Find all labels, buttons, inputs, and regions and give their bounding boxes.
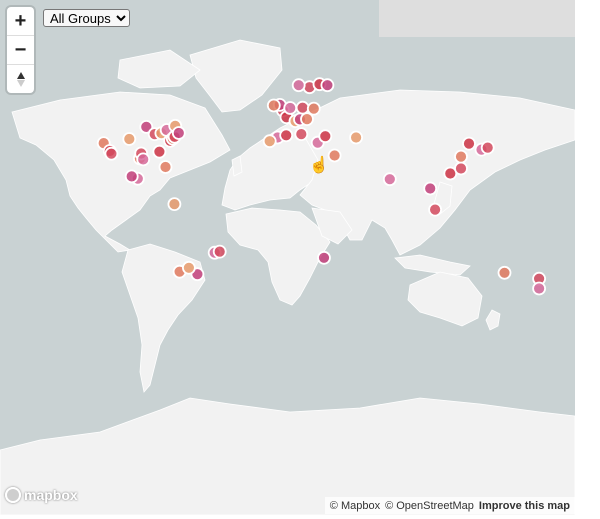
land-north-america: [11, 91, 231, 253]
map-marker[interactable]: [262, 134, 277, 149]
mapbox-logo[interactable]: mapbox: [5, 487, 78, 503]
map-marker[interactable]: [349, 130, 364, 145]
map-marker[interactable]: [317, 250, 331, 265]
map-marker[interactable]: [158, 160, 173, 174]
map-marker[interactable]: [167, 197, 182, 212]
zoom-out-button[interactable]: −: [7, 36, 34, 65]
map-marker[interactable]: [318, 129, 333, 144]
map-marker[interactable]: [423, 181, 438, 196]
land-arctic-islands: [117, 49, 201, 89]
map-marker[interactable]: [266, 98, 281, 113]
map-marker[interactable]: [454, 161, 468, 176]
land-layer: [0, 39, 575, 515]
group-filter-select[interactable]: All Groups: [43, 9, 130, 27]
compass-north-icon: [16, 71, 25, 79]
map-marker[interactable]: [181, 260, 196, 275]
hand-cursor-icon: ☝: [309, 157, 329, 174]
land-indonesia: [394, 254, 471, 276]
attribution-mapbox-link[interactable]: © Mapbox: [329, 499, 381, 512]
land-greenland: [189, 39, 283, 113]
map-marker[interactable]: [294, 127, 309, 142]
land-asia: [294, 89, 575, 256]
map-overlay-panel: [379, 0, 575, 37]
map-marker[interactable]: [532, 281, 546, 296]
world-map[interactable]: [0, 0, 575, 515]
map-marker[interactable]: [283, 101, 298, 115]
land-africa: [225, 207, 331, 306]
compass-south-icon: [16, 79, 25, 87]
land-uk: [231, 155, 243, 177]
map-marker[interactable]: [480, 140, 495, 155]
compass-button[interactable]: [7, 65, 34, 93]
map-marker[interactable]: [497, 265, 512, 280]
navigation-control[interactable]: + −: [7, 7, 34, 93]
map-marker[interactable]: [320, 78, 335, 93]
map-marker[interactable]: [104, 146, 119, 161]
map-attribution: © Mapbox © OpenStreetMap Improve this ma…: [324, 497, 575, 514]
map-marker[interactable]: [462, 136, 476, 151]
marker-layer[interactable]: [96, 77, 546, 296]
map-marker[interactable]: [124, 169, 139, 184]
land-arabia: [311, 207, 353, 245]
map-marker[interactable]: [382, 172, 397, 187]
mapbox-logo-icon: [5, 487, 21, 503]
map-canvas[interactable]: [0, 0, 575, 515]
map-marker[interactable]: [327, 148, 342, 163]
land-antarctica: [0, 397, 575, 515]
map-marker[interactable]: [136, 152, 151, 167]
zoom-in-button[interactable]: +: [7, 7, 34, 36]
map-marker[interactable]: [212, 244, 227, 259]
map-marker[interactable]: [454, 149, 468, 164]
mapbox-logo-text: mapbox: [24, 487, 78, 503]
map-marker[interactable]: [300, 112, 314, 126]
map-marker[interactable]: [428, 202, 443, 217]
land-south-america: [121, 243, 206, 393]
map-marker[interactable]: [152, 144, 167, 159]
map-marker[interactable]: [295, 100, 310, 115]
map-marker[interactable]: [306, 101, 321, 116]
map-marker[interactable]: [122, 132, 137, 146]
improve-map-link[interactable]: Improve this map: [478, 499, 570, 512]
land-new-zealand: [485, 309, 501, 331]
map-marker[interactable]: [171, 126, 186, 140]
attribution-osm-link[interactable]: © OpenStreetMap: [385, 499, 474, 512]
land-australia: [407, 271, 483, 327]
map-marker[interactable]: [279, 128, 294, 143]
map-marker[interactable]: [291, 78, 306, 93]
